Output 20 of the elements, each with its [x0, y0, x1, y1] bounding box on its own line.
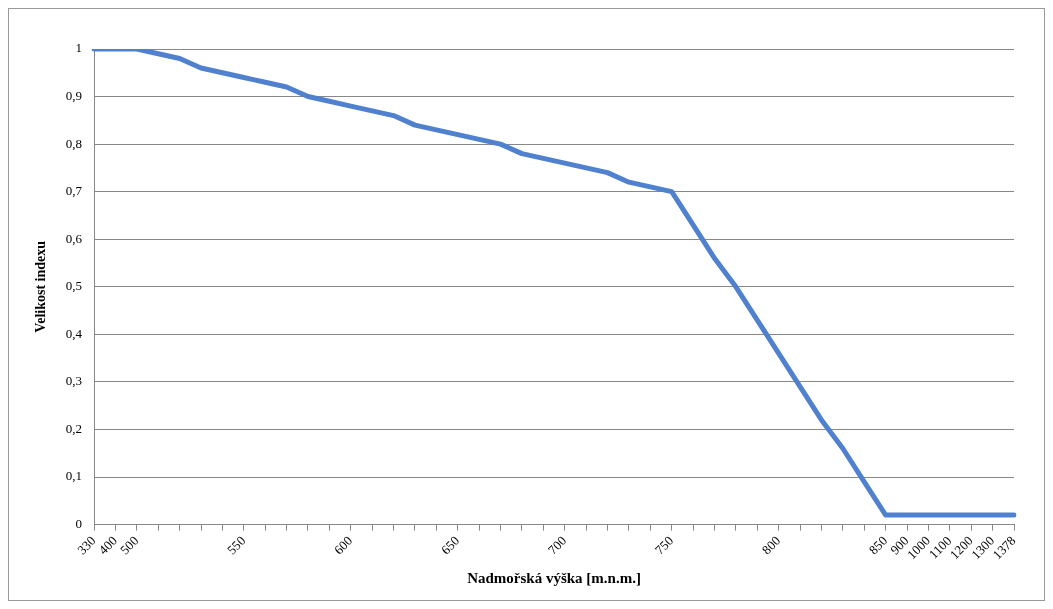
- x-axis-title: Nadmořská výška [m.n.m.]: [467, 569, 641, 586]
- x-tick-label: 550: [223, 533, 249, 558]
- x-tick-label: 800: [758, 533, 784, 558]
- y-tick-label: 0,1: [65, 468, 83, 484]
- x-tick-label: 600: [330, 533, 356, 558]
- y-tick-label: 0,4: [65, 325, 83, 341]
- y-tick-label: 1: [75, 40, 83, 56]
- x-tick-label: 700: [544, 533, 570, 558]
- y-tick-label: 0,2: [65, 420, 83, 436]
- y-axis-title: Velikost indexu: [33, 240, 49, 333]
- y-tick-label: 0,9: [65, 87, 83, 103]
- y-tick-label: 0,3: [65, 373, 83, 389]
- y-tick-label: 0,5: [65, 278, 83, 294]
- y-tick-label: 0: [75, 516, 83, 532]
- y-tick-label: 0,7: [65, 183, 83, 199]
- x-tick-label: 650: [437, 533, 463, 558]
- x-tick-label: 750: [651, 533, 677, 558]
- y-tick-label: 0,6: [65, 230, 83, 246]
- y-tick-label: 0,8: [65, 135, 83, 151]
- x-tick-label: 850: [865, 533, 891, 558]
